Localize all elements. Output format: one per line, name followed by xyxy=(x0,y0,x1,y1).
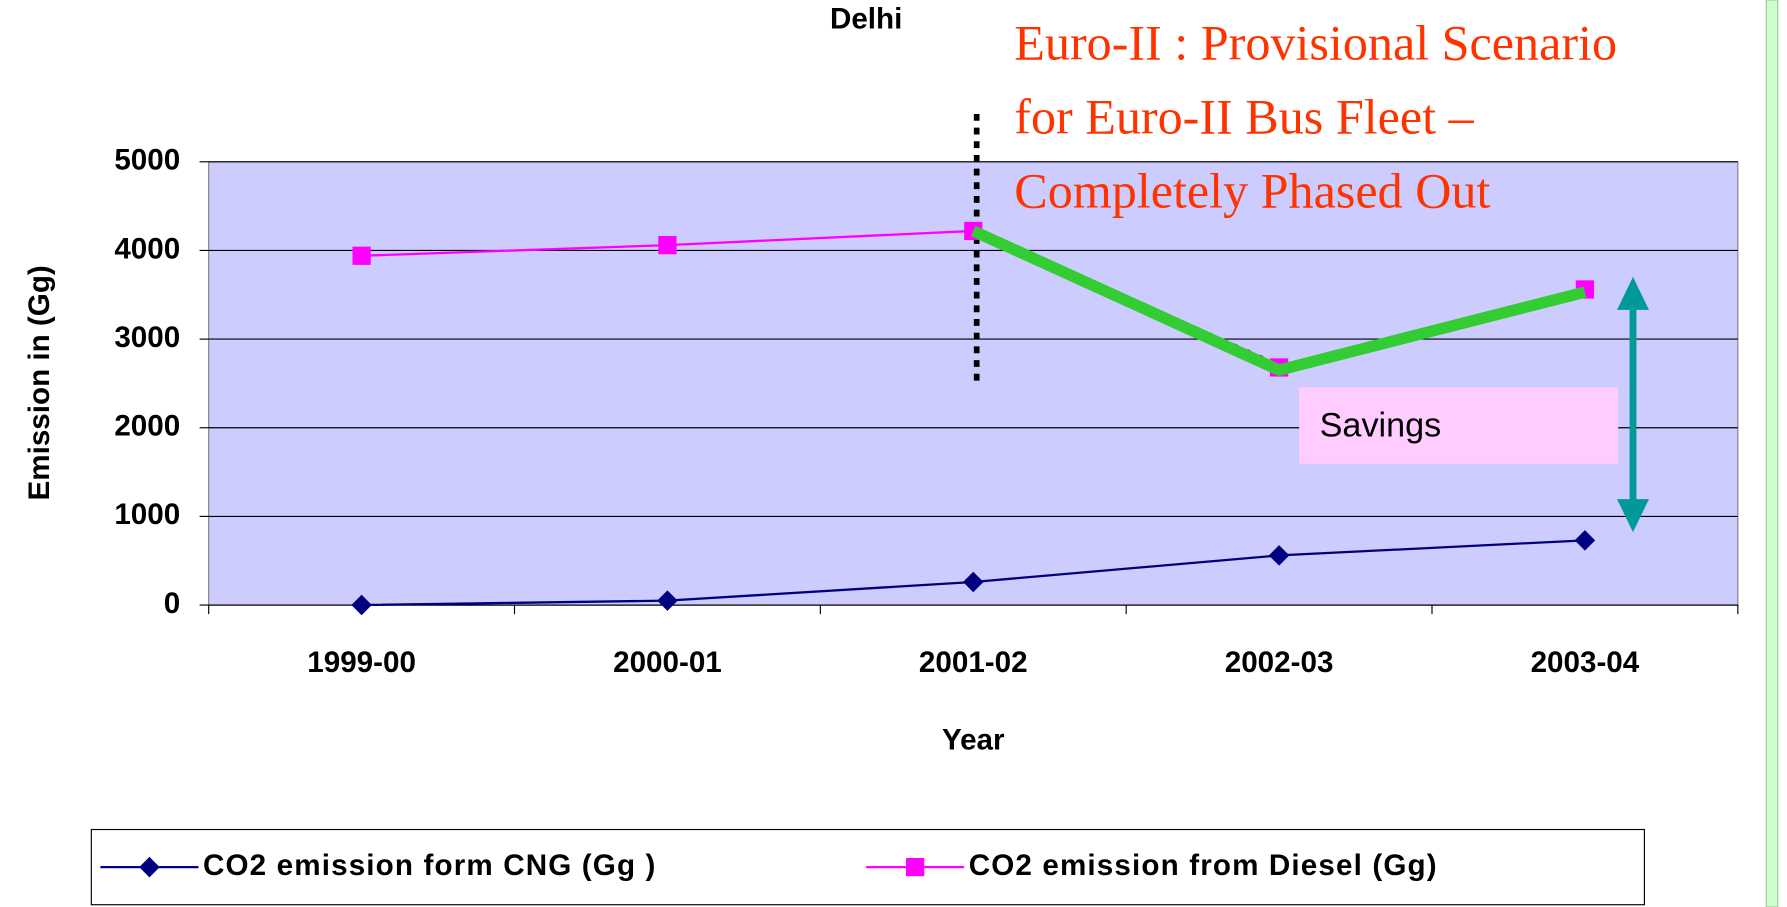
y-tick-label: 2000 xyxy=(114,410,180,443)
y-axis-label: Emission in (Gg) xyxy=(23,265,56,500)
side-border xyxy=(1765,0,1779,907)
legend-label: CO2 emission form CNG (Gg ) xyxy=(203,849,657,882)
y-tick-label: 0 xyxy=(164,587,180,620)
marker xyxy=(658,236,677,255)
savings-box xyxy=(1299,387,1619,464)
marker xyxy=(1574,530,1596,551)
annotation: Completely Phased Out xyxy=(1014,162,1490,218)
x-tick-label: 2001-02 xyxy=(919,646,1028,679)
arrow-head xyxy=(1617,276,1649,310)
arrow-head xyxy=(1617,499,1649,533)
savings-arrow xyxy=(1617,276,1649,533)
marker xyxy=(352,246,371,265)
x-tick-label: 2000-01 xyxy=(613,646,722,679)
marker xyxy=(906,858,925,877)
x-tick-label: 2003-04 xyxy=(1531,646,1640,679)
y-tick-label: 5000 xyxy=(114,144,180,177)
scenario-line xyxy=(970,225,1587,376)
chart-title: Delhi xyxy=(830,2,902,35)
legend-label: CO2 emission from Diesel (Gg) xyxy=(969,849,1438,882)
marker xyxy=(139,856,160,878)
x-axis-label: Year xyxy=(942,724,1005,757)
savings-label: Savings xyxy=(1320,406,1442,444)
annotation: for Euro-II Bus Fleet – xyxy=(1014,88,1474,144)
y-tick-label: 1000 xyxy=(114,498,180,531)
y-tick-label: 4000 xyxy=(114,232,180,265)
annotation: Euro-II : Provisional Scenario xyxy=(1014,14,1617,70)
x-tick-label: 1999-00 xyxy=(307,646,416,679)
y-tick-label: 3000 xyxy=(114,321,180,354)
x-tick-label: 2002-03 xyxy=(1225,646,1334,679)
